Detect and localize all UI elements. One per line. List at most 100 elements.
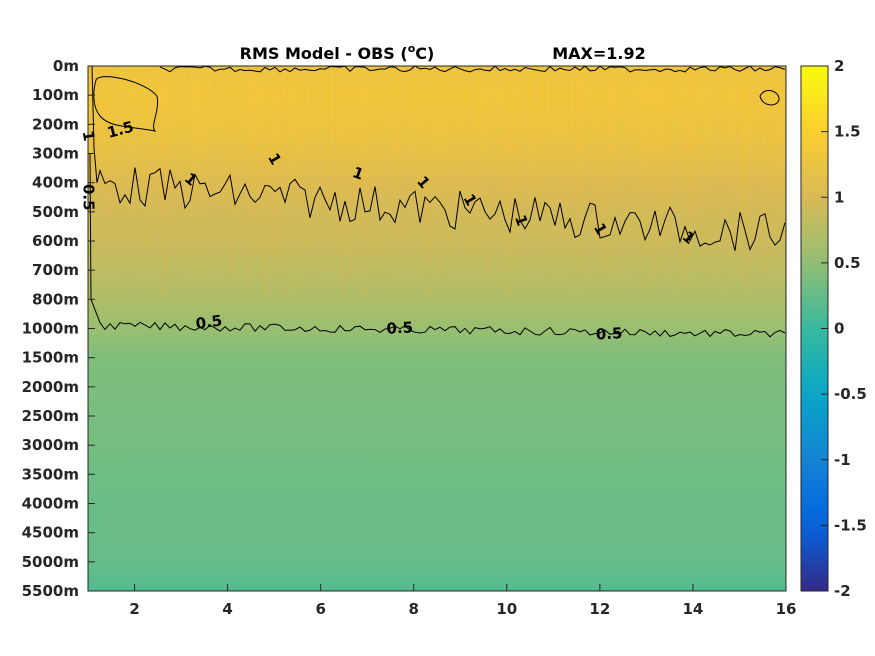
x-tick-label: 8 bbox=[409, 600, 419, 618]
heatmap-streak bbox=[406, 66, 408, 262]
heatmap-streak bbox=[685, 66, 687, 286]
heatmap-streak bbox=[604, 66, 606, 261]
heatmap-streak bbox=[193, 66, 195, 226]
heatmap-streak bbox=[730, 66, 732, 263]
contour-line-1 bbox=[91, 65, 786, 252]
heatmap-streak bbox=[577, 66, 579, 279]
colorbar-tick-label: 2 bbox=[834, 57, 844, 75]
heatmap-streak bbox=[205, 66, 207, 285]
x-tick-label: 6 bbox=[315, 600, 325, 618]
heatmap-streak bbox=[244, 66, 246, 251]
heatmap-streak bbox=[784, 66, 786, 267]
heatmap-streak bbox=[403, 66, 405, 239]
heatmap-streak bbox=[763, 66, 765, 274]
heatmap-streak bbox=[352, 66, 354, 236]
heatmap-streak bbox=[745, 66, 747, 294]
heatmap-streak bbox=[748, 66, 750, 272]
heatmap-streak bbox=[256, 66, 258, 252]
heatmap-streak bbox=[391, 66, 393, 234]
heatmap-streak bbox=[550, 66, 552, 214]
heatmap-streak bbox=[559, 66, 561, 223]
y-tick-label: 800m bbox=[32, 290, 79, 308]
heatmap-streak bbox=[106, 66, 108, 261]
heatmap-streak bbox=[637, 66, 639, 257]
heatmap-streak bbox=[379, 66, 381, 225]
heatmap-streak bbox=[724, 66, 726, 297]
heatmap-streak bbox=[400, 66, 402, 253]
contour-label: 0.5 bbox=[195, 311, 224, 333]
heatmap-streak bbox=[223, 66, 225, 222]
heatmap-streak bbox=[112, 66, 114, 223]
heatmap-streak bbox=[142, 66, 144, 252]
heatmap-streak bbox=[502, 66, 504, 214]
colorbar-ticks: 2 1.5 1 0.5 0 -0.5 -1 -1.5 -2 bbox=[821, 57, 867, 600]
y-tick-label: 0m bbox=[53, 57, 79, 75]
heatmap-streak bbox=[727, 66, 729, 218]
heatmap-streak bbox=[580, 66, 582, 297]
colorbar-tick-label: 0.5 bbox=[834, 254, 861, 272]
heatmap-streak bbox=[346, 66, 348, 220]
heatmap-streak bbox=[475, 66, 477, 235]
heatmap-streak bbox=[304, 66, 306, 285]
heatmap-streak bbox=[493, 66, 495, 237]
heatmap-streak bbox=[715, 66, 717, 213]
heatmap-streak bbox=[331, 66, 333, 215]
heatmap-streak bbox=[418, 66, 420, 220]
heatmap-streak bbox=[409, 66, 411, 270]
heatmap-streak bbox=[625, 66, 627, 227]
heatmap-streak bbox=[487, 66, 489, 276]
colorbar-tick-label: 1.5 bbox=[834, 123, 861, 141]
heatmap-streak bbox=[709, 66, 711, 223]
heatmap-streak bbox=[277, 66, 279, 251]
heatmap-streak bbox=[220, 66, 222, 267]
heatmap-streak bbox=[100, 66, 102, 270]
heatmap-streak bbox=[469, 66, 471, 271]
chart-title: RMS Model - OBS (oC) bbox=[240, 42, 435, 63]
heatmap-streak bbox=[667, 66, 669, 274]
heatmap-streak bbox=[295, 66, 297, 246]
x-axis: 2 4 6 8 10 12 14 16 bbox=[129, 584, 796, 618]
heatmap-streak bbox=[694, 66, 696, 224]
heatmap-streak bbox=[496, 66, 498, 276]
heatmap-streak bbox=[412, 66, 414, 212]
heatmap-streak bbox=[340, 66, 342, 290]
heatmap-streak bbox=[520, 66, 522, 227]
heatmap-streak bbox=[739, 66, 741, 279]
heatmap-streak bbox=[742, 66, 744, 221]
heatmap-streak bbox=[601, 66, 603, 274]
heatmap-streak bbox=[388, 66, 390, 290]
x-tick-label: 2 bbox=[129, 600, 139, 618]
heatmap-streak bbox=[673, 66, 675, 298]
contour-line-0-5 bbox=[89, 153, 786, 338]
heatmap-streak bbox=[574, 66, 576, 224]
contour-label: 0.5 bbox=[595, 324, 622, 343]
heatmap-streak bbox=[241, 66, 243, 239]
heatmap-streak bbox=[781, 66, 783, 248]
heatmap-streak bbox=[463, 66, 465, 248]
heatmap-streak bbox=[436, 66, 438, 268]
heatmap-streak bbox=[703, 66, 705, 291]
heatmap-streak bbox=[271, 66, 273, 261]
heatmap-streak bbox=[301, 66, 303, 292]
heatmap-streak bbox=[229, 66, 231, 277]
heatmap-streak bbox=[238, 66, 240, 220]
heatmap-streak bbox=[682, 66, 684, 282]
heatmap-streak bbox=[754, 66, 756, 263]
x-tick-label: 4 bbox=[222, 600, 232, 618]
heatmap-streak bbox=[172, 66, 174, 231]
y-tick-label: 4500m bbox=[22, 524, 79, 542]
heatmap-streak bbox=[190, 66, 192, 291]
heatmap-streak bbox=[355, 66, 357, 226]
heatmap-streak bbox=[535, 66, 537, 234]
heatmap-streak bbox=[259, 66, 261, 249]
heatmap-streak bbox=[157, 66, 159, 233]
heatmap-streak bbox=[118, 66, 120, 271]
y-tick-label: 4000m bbox=[22, 495, 79, 513]
heatmap-streak bbox=[445, 66, 447, 234]
heatmap-streak bbox=[139, 66, 141, 269]
heatmap-streak bbox=[769, 66, 771, 257]
heatmap-streak bbox=[367, 66, 369, 242]
heatmap-streak bbox=[382, 66, 384, 278]
heatmap-streak bbox=[91, 66, 93, 234]
